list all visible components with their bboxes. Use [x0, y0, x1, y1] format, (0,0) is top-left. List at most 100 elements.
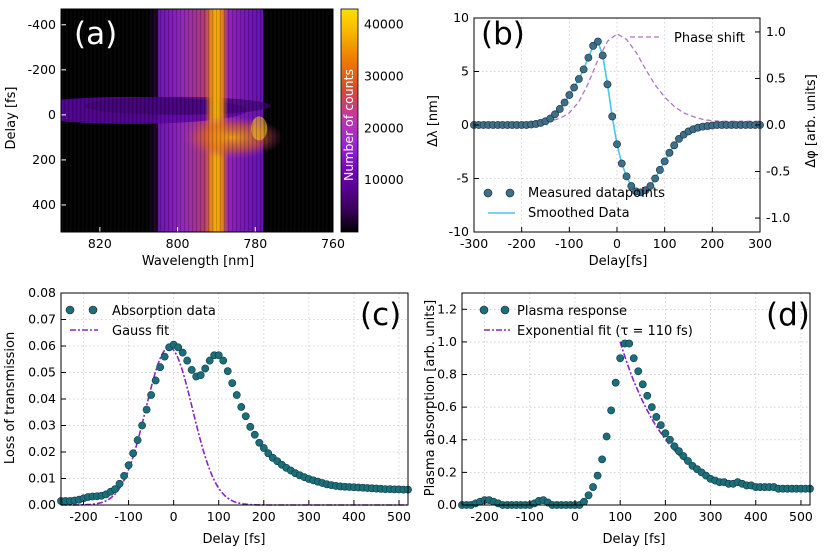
xtick-label-1: -200	[507, 236, 535, 251]
measured-point-21	[570, 83, 578, 92]
xtick-label-0: -200	[470, 509, 498, 524]
plasma-point-45	[661, 429, 670, 438]
panel-b-ylabel2: Δφ [arb. units]	[804, 74, 819, 168]
panel-c-xlabel: Delay [fs]	[203, 532, 266, 547]
xtick-label-2: 0	[571, 509, 579, 524]
absorption-point-18	[138, 421, 147, 430]
panel-a-label: (a)	[74, 16, 117, 52]
absorption-point-12	[111, 485, 119, 493]
absorption-point-26	[174, 343, 183, 352]
xtick-label-4: 100	[653, 236, 677, 251]
absorption-point-37	[223, 367, 232, 376]
xtick-label-2: -100	[555, 236, 583, 251]
plasma-point-48	[675, 447, 683, 456]
ytick-label-2: 0.4	[437, 432, 457, 447]
ytick2-label-4: 1.0	[766, 24, 786, 39]
colorbar-tick-label-3: 40000	[364, 17, 404, 32]
ytick-label-5: 0.05	[28, 365, 56, 380]
xtick-label-5: 300	[699, 509, 723, 524]
ytick-label-3: 0.03	[28, 418, 56, 433]
ytick-label-2: 0	[461, 117, 469, 132]
axes-frame	[60, 292, 409, 506]
measured-point-18	[555, 105, 564, 113]
panel-b-xlabel: Delay[fs]	[589, 254, 648, 269]
plasma-point-49	[679, 452, 688, 460]
ytick-label-3: 200	[32, 152, 56, 167]
panel-b-ylabel: Δλ [nm]	[426, 95, 441, 147]
xtick-label-6: 300	[748, 236, 772, 251]
absorption-point-32	[201, 364, 210, 373]
exponential-fit-line	[619, 341, 724, 486]
plasma-point-44	[656, 421, 665, 429]
absorption-point-38	[228, 379, 237, 387]
ytick-label-1: -200	[28, 62, 56, 77]
panel-c-label: (c)	[360, 297, 401, 333]
measured-point-20	[565, 91, 574, 99]
colorbar-bar	[340, 8, 359, 233]
absorption-point-27	[178, 348, 187, 357]
xtick-label-1: 800	[166, 236, 190, 251]
absorption-point-31	[196, 371, 205, 380]
xtick-label-2: 780	[243, 236, 267, 251]
ytick2-label-1: -0.5	[766, 164, 790, 179]
legend-c-absorption: Absorption data	[112, 304, 216, 319]
xtick-label-4: 200	[653, 509, 677, 524]
ytick-label-2: 0	[48, 107, 56, 122]
xtick-label-0: -200	[69, 509, 97, 524]
colorbar-label: Number of counts	[341, 69, 356, 181]
measured-point-24	[584, 53, 593, 62]
plasma-point-38	[629, 354, 638, 363]
plasma-point-27	[580, 497, 588, 506]
xtick-label-1: -100	[516, 509, 544, 524]
ytick-label-0: 0.00	[28, 497, 56, 512]
absorption-point-13	[115, 479, 124, 488]
absorption-point-42	[246, 422, 255, 431]
measured-point-29	[608, 112, 617, 121]
legend-d-marker-2	[500, 305, 510, 315]
ytick2-label-2: 0.0	[766, 117, 786, 132]
absorption-point-20	[147, 391, 156, 399]
panel-c-legend: Absorption data Gauss fit	[65, 304, 216, 339]
absorption-point-39	[232, 391, 241, 399]
xtick-label-6: 400	[744, 509, 768, 524]
xtick-label-3: 760	[321, 236, 345, 251]
legend-b-marker-2	[505, 188, 515, 198]
colorbar-tick-label-0: 10000	[364, 172, 404, 187]
panel-a: 820 800 780 760 -400 -200 0 200 400 10000 20000 300…	[28, 8, 404, 251]
panel-d-xlabel: Delay [fs]	[603, 532, 666, 547]
measured-point-22	[574, 75, 583, 83]
plasma-point-32	[602, 432, 611, 441]
xtick-label-2: 0	[170, 509, 178, 524]
measured-point-27	[598, 51, 607, 60]
panel-d-legend: Plasma response Exponential fit (τ = 110…	[479, 304, 693, 339]
xtick-label-5: 300	[297, 509, 321, 524]
plasma-point-39	[634, 367, 643, 376]
ytick-label-2: 0.02	[28, 444, 56, 459]
axes-frame	[461, 292, 811, 506]
xtick-label-3: 100	[608, 509, 632, 524]
ytick-label-3: 5	[461, 64, 469, 79]
absorption-point-23	[160, 352, 169, 361]
plasma-point-50	[684, 457, 692, 465]
plasma-point-42	[647, 403, 656, 412]
measured-point-33	[627, 182, 636, 190]
absorption-point-22	[156, 363, 165, 372]
absorption-point-41	[241, 412, 250, 421]
ytick-label-3: 0.6	[437, 399, 457, 414]
ytick-label-4: 0.04	[28, 391, 56, 406]
measured-point-30	[613, 140, 621, 149]
heatmap	[61, 9, 333, 232]
heatmap-streaks	[61, 9, 333, 232]
smoothed-data-line	[474, 40, 760, 194]
legend-c-gauss: Gauss fit	[112, 324, 169, 339]
plasma-point-43	[652, 413, 661, 421]
panel-a-ylabel: Delay [fs]	[4, 87, 19, 150]
ytick2-label-3: 0.5	[766, 70, 786, 85]
legend-d-exp: Exponential fit (τ = 110 fs)	[517, 324, 693, 339]
ytick-label-6: 1.2	[437, 301, 457, 316]
panel-a-xlabel: Wavelength [nm]	[142, 254, 254, 269]
ytick-label-4: 400	[32, 197, 56, 212]
colorbar-tick-label-1: 20000	[364, 120, 404, 135]
measured-point-41	[665, 148, 674, 157]
